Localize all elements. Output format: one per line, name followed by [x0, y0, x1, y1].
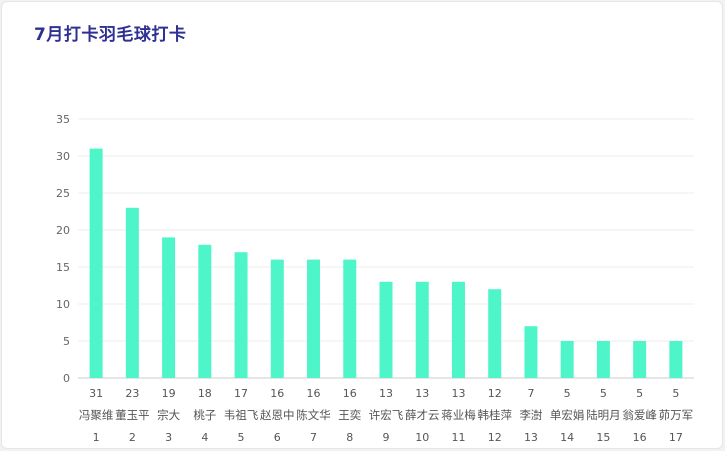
category-label: 翁爱峰 [622, 408, 657, 422]
y-tick-label: 15 [56, 261, 70, 274]
y-tick-label: 10 [56, 298, 70, 311]
rank-label: 9 [383, 431, 390, 444]
category-label: 韦祖飞 [224, 408, 259, 422]
bar [307, 259, 321, 378]
rank-label: 14 [560, 431, 574, 444]
y-tick-label: 25 [56, 187, 70, 200]
bar [270, 259, 284, 378]
bar-value-label: 23 [125, 387, 139, 400]
bar-value-label: 7 [527, 387, 534, 400]
y-tick-label: 30 [56, 150, 70, 163]
bar [198, 244, 212, 378]
rank-label: 10 [415, 431, 429, 444]
bar [451, 281, 465, 378]
category-label: 单宏娟 [550, 408, 585, 422]
rank-label: 15 [596, 431, 610, 444]
rank-label: 7 [310, 431, 317, 444]
category-label: 陈文华 [296, 408, 331, 422]
bar-value-label: 5 [672, 387, 679, 400]
bar [596, 341, 610, 378]
category-label: 王奕 [338, 408, 361, 422]
category-label: 桃子 [193, 408, 216, 422]
bar-layer [89, 148, 683, 378]
bar-value-label: 5 [636, 387, 643, 400]
category-label: 韩桂萍 [477, 408, 512, 422]
category-label: 冯聚维 [79, 408, 114, 422]
rank-label: 16 [633, 431, 647, 444]
category-label: 赵恩中 [260, 408, 295, 422]
bar-value-label: 13 [415, 387, 429, 400]
bar [669, 341, 683, 378]
bar-value-label: 13 [451, 387, 465, 400]
y-tick-label: 0 [63, 372, 70, 385]
bar-value-label: 19 [162, 387, 176, 400]
bar-value-label: 18 [198, 387, 212, 400]
y-tick-label: 20 [56, 224, 70, 237]
bar [488, 289, 502, 378]
bar-value-label: 16 [307, 387, 321, 400]
bar [379, 281, 393, 378]
category-label: 董玉平 [115, 408, 150, 422]
bar-value-label: 16 [343, 387, 357, 400]
bar-value-label: 13 [379, 387, 393, 400]
rank-label: 1 [93, 431, 100, 444]
bar [633, 341, 647, 378]
bar-value-label: 5 [600, 387, 607, 400]
category-label: 宗大 [157, 408, 180, 422]
rank-label: 17 [669, 431, 683, 444]
rank-label: 4 [201, 431, 208, 444]
bar-value-label: 16 [270, 387, 284, 400]
label-layer: 0 5 10 15 20 25 30 35 31 冯聚维 1 23 董玉平 2 19 宗大 3 18 桃子 4 17 韦祖… [56, 113, 693, 444]
bar [162, 237, 176, 378]
y-tick-label: 35 [56, 113, 70, 126]
bar-value-label: 12 [488, 387, 502, 400]
rank-label: 3 [165, 431, 172, 444]
bar-value-label: 17 [234, 387, 248, 400]
bar [89, 148, 103, 378]
category-label: 许宏飞 [369, 408, 404, 422]
bar [415, 281, 429, 378]
rank-label: 6 [274, 431, 281, 444]
bar [125, 207, 139, 378]
rank-label: 5 [238, 431, 245, 444]
bar [560, 341, 574, 378]
category-label: 陆明月 [586, 408, 621, 422]
bar-value-label: 31 [89, 387, 103, 400]
bar [524, 326, 538, 378]
rank-label: 13 [524, 431, 538, 444]
rank-label: 2 [129, 431, 136, 444]
rank-label: 11 [451, 431, 465, 444]
bar-value-label: 5 [564, 387, 571, 400]
y-tick-label: 5 [63, 335, 70, 348]
chart-title: 7月打卡羽毛球打卡 [34, 25, 187, 45]
bar [234, 252, 248, 378]
bar [343, 259, 357, 378]
category-label: 李澍 [519, 408, 542, 422]
category-label: 茆万军 [659, 408, 694, 422]
category-label: 薛才云 [405, 408, 440, 422]
rank-label: 8 [346, 431, 353, 444]
category-label: 蒋业梅 [441, 408, 476, 422]
rank-label: 12 [488, 431, 502, 444]
